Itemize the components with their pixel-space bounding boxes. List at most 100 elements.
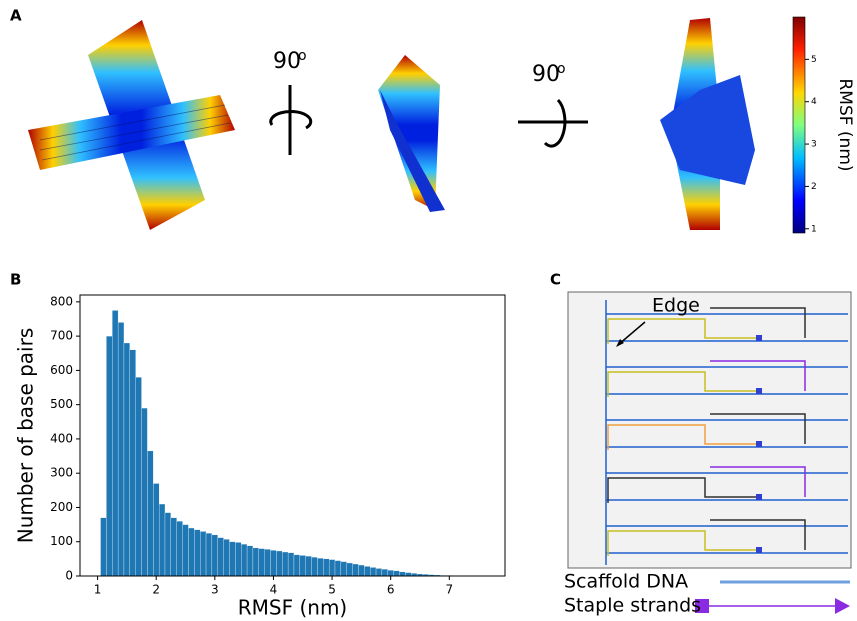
rotation-unit: o (557, 61, 566, 77)
y-tick-label: 100 (50, 534, 73, 548)
staple-end (756, 547, 762, 553)
bar (258, 548, 265, 577)
bar (317, 558, 324, 577)
bar (141, 407, 148, 577)
bar (381, 568, 388, 577)
rotation-angle: 90 (532, 62, 560, 87)
staple-end (756, 494, 762, 500)
bar (387, 570, 394, 577)
bar (328, 559, 336, 577)
bar (334, 560, 342, 577)
rotation-icon (269, 85, 588, 155)
x-tick-label: 6 (387, 583, 395, 597)
bar (123, 342, 130, 577)
bar (112, 310, 119, 577)
staple-end (756, 335, 762, 341)
panel-letter: A (10, 7, 22, 25)
staple (607, 477, 760, 503)
plot-frame (79, 294, 506, 577)
colorbar-tick-label: 5 (811, 55, 817, 65)
colorbar-tick-label: 4 (811, 97, 817, 107)
bar (340, 561, 347, 577)
x-tick-label: 4 (270, 583, 278, 597)
bar (100, 517, 107, 577)
colorbar-tick-label: 1 (811, 224, 817, 234)
bar (188, 527, 195, 577)
bar (287, 552, 295, 577)
staple (710, 519, 806, 550)
y-tick-label: 200 (50, 500, 73, 514)
y-tick-label: 400 (50, 431, 73, 445)
bar (164, 512, 172, 577)
origami-render (28, 18, 755, 230)
bar (299, 555, 306, 577)
colorbar-tick-label: 2 (811, 182, 817, 192)
bar (135, 377, 142, 577)
legend-marker (695, 599, 709, 613)
bar (200, 531, 207, 577)
bar (399, 571, 406, 577)
bar (217, 537, 224, 577)
rotation-unit: o (298, 48, 307, 64)
bar (223, 539, 230, 577)
x-tick-label: 3 (211, 583, 219, 597)
bar (252, 547, 259, 577)
bar (205, 533, 213, 577)
y-tick-label: 600 (50, 363, 73, 377)
bar (229, 541, 236, 577)
bar (270, 550, 277, 577)
bar (375, 568, 383, 577)
staple (607, 318, 760, 344)
bar (153, 483, 160, 577)
bar (282, 551, 289, 577)
bar (158, 503, 166, 577)
bar (346, 562, 353, 577)
staple (710, 360, 806, 391)
colorbar-tick-label: 3 (811, 140, 817, 150)
staple (710, 307, 806, 338)
bar (241, 543, 248, 577)
bar (311, 557, 318, 577)
bar (235, 542, 242, 577)
staple-end (756, 388, 762, 394)
bar (170, 517, 177, 577)
bar (211, 534, 218, 577)
staple (607, 530, 760, 556)
staple (710, 466, 806, 497)
x-tick-label: 5 (328, 583, 336, 597)
legend-label: Staple strands (564, 595, 701, 617)
x-axis-label: RMSF (nm) (238, 596, 347, 620)
bar (176, 521, 183, 577)
bar (352, 563, 359, 577)
y-tick-label: 0 (65, 569, 73, 583)
bar (276, 550, 283, 577)
panel-letter: C (550, 271, 561, 289)
strand-diagram (567, 291, 852, 569)
x-tick-label: 7 (445, 583, 453, 597)
x-tick-label: 2 (152, 583, 160, 597)
bar (182, 524, 189, 577)
bar (305, 555, 312, 577)
bar (405, 572, 412, 577)
staple (607, 424, 760, 450)
bar (370, 567, 377, 577)
bar (358, 564, 365, 577)
y-tick-label: 800 (50, 294, 73, 308)
colorbar (792, 16, 806, 234)
bar (323, 558, 330, 577)
rotation-angle: 90 (273, 49, 301, 74)
legend-label: Scaffold DNA (564, 571, 688, 593)
bar (117, 322, 125, 577)
bar (246, 545, 254, 577)
y-axis-label: Number of base pairs (14, 328, 38, 544)
bar (293, 554, 300, 577)
colorbar-label: RMSF (nm) (835, 78, 855, 171)
staple (607, 371, 760, 397)
y-tick-label: 500 (50, 397, 73, 411)
bar (129, 349, 136, 577)
bar (364, 566, 371, 577)
bar (147, 450, 154, 577)
y-tick-label: 700 (50, 329, 73, 343)
bar (106, 335, 113, 577)
bar (194, 529, 201, 577)
